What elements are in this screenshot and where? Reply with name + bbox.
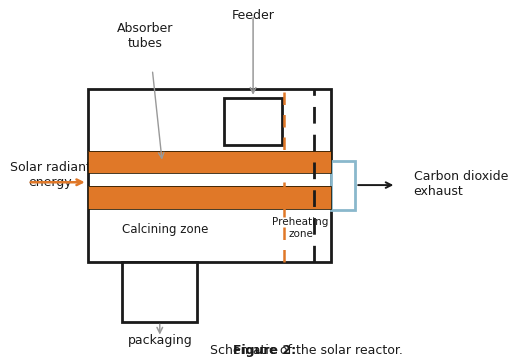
- Text: Calcining zone: Calcining zone: [121, 223, 208, 236]
- Text: Feeder: Feeder: [232, 9, 275, 22]
- Text: packaging: packaging: [127, 334, 192, 347]
- Bar: [331, 161, 356, 210]
- Bar: [122, 262, 197, 322]
- Bar: [87, 151, 331, 173]
- Text: Preheating
zone: Preheating zone: [272, 217, 329, 239]
- Bar: [87, 186, 331, 209]
- Text: Carbon dioxide
exhaust: Carbon dioxide exhaust: [413, 170, 508, 198]
- Text: Schematic of the solar reactor.: Schematic of the solar reactor.: [206, 344, 403, 357]
- Text: Figure 2:: Figure 2:: [233, 344, 297, 357]
- Bar: [225, 97, 282, 145]
- Text: Absorber
tubes: Absorber tubes: [117, 22, 173, 50]
- Bar: [87, 186, 331, 209]
- Text: Solar radiant
energy: Solar radiant energy: [10, 161, 91, 189]
- Bar: [87, 151, 331, 173]
- Bar: [87, 89, 331, 262]
